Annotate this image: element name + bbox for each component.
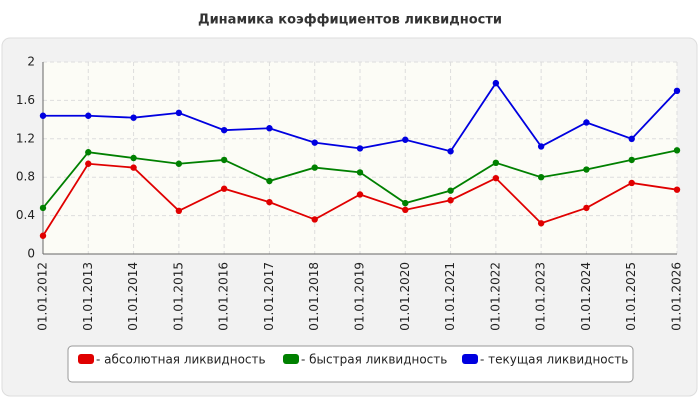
point xyxy=(175,160,183,167)
point xyxy=(175,207,183,214)
y-tick-label: 0.4 xyxy=(16,208,35,222)
legend-label: - абсолютная ликвидность xyxy=(96,353,266,367)
legend-swatch xyxy=(283,354,299,364)
point xyxy=(537,220,545,227)
point xyxy=(39,112,47,119)
point xyxy=(447,148,454,155)
point xyxy=(39,232,47,239)
point xyxy=(311,139,318,146)
x-tick-label: 01.01.2019 xyxy=(353,262,367,331)
x-tick-label: 01.01.2018 xyxy=(307,262,321,331)
point xyxy=(266,125,273,132)
point xyxy=(447,197,454,204)
x-tick-label: 01.01.2016 xyxy=(217,262,231,331)
point xyxy=(537,143,545,150)
x-tick-label: 01.01.2026 xyxy=(670,262,684,331)
point xyxy=(492,79,500,87)
legend xyxy=(67,345,634,383)
y-tick-label: 0.8 xyxy=(16,170,35,184)
point xyxy=(356,169,364,176)
point xyxy=(130,114,137,121)
point xyxy=(85,112,92,119)
point xyxy=(583,166,590,173)
point xyxy=(266,198,273,206)
point xyxy=(130,154,137,162)
x-tick-label: 01.01.2024 xyxy=(579,262,593,331)
point xyxy=(673,147,681,154)
point xyxy=(583,119,590,126)
point xyxy=(266,177,273,185)
point xyxy=(447,187,454,194)
point xyxy=(628,156,635,164)
legend-label: - текущая ликвидность xyxy=(480,353,628,367)
point xyxy=(492,174,500,182)
point xyxy=(311,164,318,171)
point xyxy=(673,186,681,193)
x-tick-label: 01.01.2025 xyxy=(624,262,638,331)
point xyxy=(311,216,318,223)
point xyxy=(402,206,409,214)
y-tick-label: 1.2 xyxy=(16,131,35,145)
chart-title: Динамика коэффициентов ликвидности xyxy=(198,13,502,28)
point xyxy=(402,136,409,143)
point xyxy=(220,185,228,192)
point xyxy=(628,179,635,187)
point xyxy=(220,156,228,164)
x-tick-label: 01.01.2023 xyxy=(534,262,548,331)
point xyxy=(583,204,590,212)
point xyxy=(39,204,47,212)
x-tick-label: 01.01.2014 xyxy=(126,262,140,331)
y-tick-label: 1.6 xyxy=(16,93,35,107)
y-tick-label: 2 xyxy=(27,55,35,69)
x-tick-label: 01.01.2022 xyxy=(488,262,502,331)
point xyxy=(356,191,364,198)
point xyxy=(356,145,364,152)
legend-label: - быстрая ликвидность xyxy=(301,353,447,367)
point xyxy=(628,135,635,142)
point xyxy=(402,199,409,207)
point xyxy=(220,126,228,134)
x-tick-label: 01.01.2012 xyxy=(36,262,50,331)
point xyxy=(673,87,681,95)
point xyxy=(130,164,137,171)
point xyxy=(492,159,500,166)
y-tick-label: 0 xyxy=(27,247,35,261)
point xyxy=(537,174,545,181)
legend-swatch xyxy=(78,354,94,364)
x-tick-label: 01.01.2015 xyxy=(171,262,185,331)
x-tick-label: 01.01.2013 xyxy=(81,262,95,331)
point xyxy=(85,160,92,167)
x-tick-label: 01.01.2020 xyxy=(398,262,412,331)
x-tick-label: 01.01.2017 xyxy=(262,262,276,331)
point xyxy=(85,149,92,156)
point xyxy=(175,109,183,117)
legend-swatch xyxy=(462,354,478,364)
x-tick-label: 01.01.2021 xyxy=(443,262,457,331)
